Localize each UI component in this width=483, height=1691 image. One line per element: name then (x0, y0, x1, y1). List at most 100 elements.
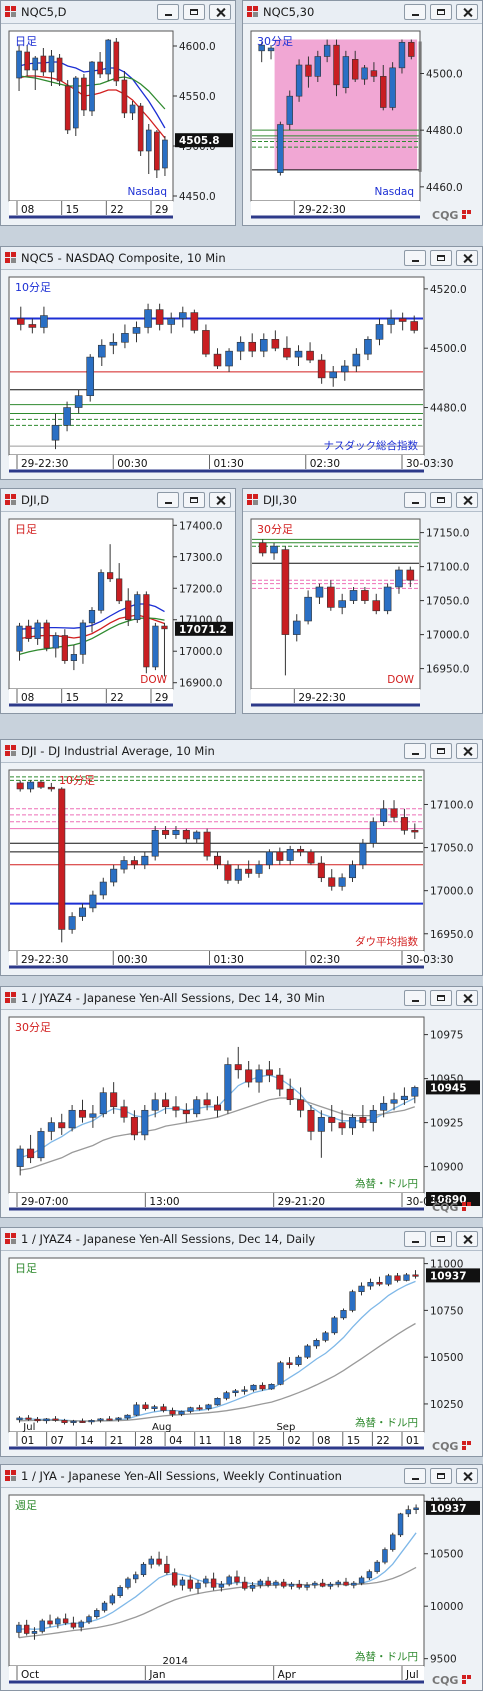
candle (16, 306, 25, 331)
maximize-button[interactable] (430, 250, 452, 266)
close-button[interactable] (456, 4, 478, 20)
window-titlebar[interactable]: DJI,D (1, 489, 235, 512)
candle (43, 619, 50, 652)
chart-area[interactable]: 10975109501092510900109451089030分足為替・ドル円… (1, 1009, 482, 1217)
window-title: 1 / JYAZ4 - Japanese Yen-All Sessions, D… (21, 1232, 316, 1246)
time-label: 29 (155, 204, 168, 216)
candle (281, 546, 290, 676)
minimize-button[interactable] (404, 990, 426, 1006)
candle (34, 1417, 41, 1423)
close-button[interactable] (209, 4, 231, 20)
candle (232, 1388, 239, 1397)
window-titlebar[interactable]: DJI,30 (243, 489, 482, 512)
candle (322, 1330, 329, 1343)
chart-window-5[interactable]: DJI,30 17150.0 17100.0 17050.0 17000.0 16950.… (242, 488, 483, 714)
chart-area[interactable]: 17150.0 17100.0 17050.0 17000.0 16950.0 30分足 D… (243, 511, 482, 713)
candle (27, 1134, 35, 1164)
chart-area[interactable]: 110001050010000950010937週足為替・ドル円OctJanAp… (1, 1487, 482, 1690)
price-tick-label: 17200.0 (179, 583, 222, 595)
close-button[interactable] (456, 743, 478, 759)
candle (348, 860, 357, 883)
window-titlebar[interactable]: 1 / JYAZ4 - Japanese Yen-All Sessions, D… (1, 987, 482, 1010)
chart-window-9[interactable]: 1 / JYA - Japanese Yen-All Sessions, Wee… (0, 1464, 483, 1691)
candle (292, 614, 301, 642)
cqg-logo-icon (467, 1202, 471, 1206)
candle (277, 1360, 284, 1386)
chart-area[interactable]: 4500.0 4480.0 4460.0 30分足 Nasdaq 29-22:30 CQG (243, 23, 482, 225)
candle (340, 360, 349, 381)
time-label: Jan (148, 1669, 165, 1681)
candle (255, 860, 263, 878)
minimize-button[interactable] (157, 4, 179, 20)
price-tick-label: 17150.0 (426, 528, 469, 540)
cqg-logo-icon (462, 1446, 466, 1450)
maximize-button[interactable] (430, 1468, 452, 1484)
minimize-button[interactable] (404, 743, 426, 759)
close-button[interactable] (456, 990, 478, 1006)
maximize-button[interactable] (183, 4, 205, 20)
close-button[interactable] (456, 492, 478, 508)
minimize-button[interactable] (404, 492, 426, 508)
minimize-button[interactable] (404, 250, 426, 266)
candle (295, 1355, 302, 1367)
window-titlebar[interactable]: DJI - DJ Industrial Average, 10 Min (1, 740, 482, 763)
minimize-button[interactable] (404, 1231, 426, 1247)
candle (162, 1092, 170, 1114)
maximize-button[interactable] (430, 492, 452, 508)
candle (48, 50, 55, 86)
maximize-button[interactable] (183, 492, 205, 508)
cqg-logo-icon (5, 494, 16, 505)
maximize-button[interactable] (430, 743, 452, 759)
minimize-button[interactable] (157, 492, 179, 508)
chart-window-1[interactable]: NQC5,D4600.04550.04500.04450.04505.8日足Na… (0, 0, 236, 226)
candle (124, 1414, 131, 1420)
candle (178, 1410, 185, 1417)
chart-window-2[interactable]: NQC5,30 4500.0 4480.0 4460.0 30分足 Nasdaq 29-22… (242, 0, 483, 226)
maximize-button[interactable] (430, 4, 452, 20)
candle (120, 856, 128, 874)
price-tick-label: 4500.0 (426, 69, 463, 81)
window-titlebar[interactable]: NQC5,D (1, 1, 235, 24)
minimize-button[interactable] (404, 1468, 426, 1484)
time-label: 02:30 (310, 954, 340, 966)
time-label: 30-03:30 (406, 458, 453, 470)
candle (110, 864, 118, 887)
candle (242, 1576, 248, 1591)
cqg-logo-icon (467, 1441, 471, 1445)
chart-window-6[interactable]: DJI - DJ Industrial Average, 10 Min 17100… (0, 739, 483, 976)
candle (410, 315, 419, 334)
window-titlebar[interactable]: 1 / JYA - Japanese Yen-All Sessions, Wee… (1, 1465, 482, 1488)
price-tick-label: 17000.0 (430, 886, 473, 898)
minimize-button[interactable] (404, 4, 426, 20)
price-tick-label: 4460.0 (426, 182, 463, 194)
maximize-button[interactable] (430, 1231, 452, 1247)
candle (144, 303, 152, 334)
time-label: 13:00 (149, 1196, 179, 1208)
chart-area[interactable]: 4600.04550.04500.04450.04505.8日足Nasdaq08… (1, 23, 235, 225)
candle (202, 324, 210, 358)
chart-window-8[interactable]: 1 / JYAZ4 - Japanese Yen-All Sessions, D… (0, 1227, 483, 1457)
candle (257, 1578, 264, 1589)
window-titlebar[interactable]: NQC5,30 (243, 1, 482, 24)
time-label: 29-07:00 (21, 1196, 68, 1208)
chart-window-3[interactable]: NQC5 - NASDAQ Composite, 10 Min 4520.0 450… (0, 246, 483, 480)
candle (335, 1579, 341, 1588)
candle (164, 1555, 170, 1575)
close-button[interactable] (456, 1468, 478, 1484)
window-titlebar[interactable]: NQC5 - NASDAQ Composite, 10 Min (1, 247, 482, 270)
window-titlebar[interactable]: 1 / JYAZ4 - Japanese Yen-All Sessions, D… (1, 1228, 482, 1251)
close-button[interactable] (209, 492, 231, 508)
close-button[interactable] (456, 1231, 478, 1247)
candle (16, 45, 22, 91)
price-tick-label: 17100.0 (426, 562, 469, 574)
chart-window-4[interactable]: DJI,D 17400.0 17300.0 17200.0 17100.0 17000.0… (0, 488, 236, 714)
maximize-button[interactable] (430, 990, 452, 1006)
close-button[interactable] (456, 250, 478, 266)
chart-window-7[interactable]: 1 / JYAZ4 - Japanese Yen-All Sessions, D… (0, 986, 483, 1218)
price-tick-label: 10250 (430, 1399, 463, 1411)
candle (273, 1579, 279, 1589)
chart-area[interactable]: 17400.017300.017200.017100.017000.016900… (1, 511, 235, 713)
